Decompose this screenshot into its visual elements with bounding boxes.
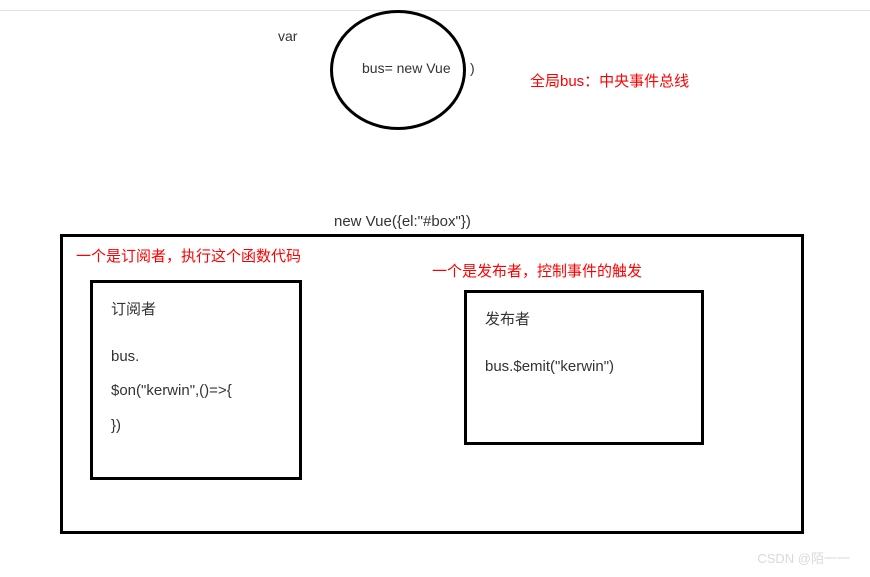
publisher-content: 发布者 bus.$emit("kerwin") — [467, 293, 701, 384]
watermark: CSDN @陌一一 — [757, 548, 850, 567]
bus-right-paren: ) — [470, 60, 475, 76]
subscriber-annotation: 一个是订阅者，执行这个函数代码 — [76, 245, 301, 266]
subscriber-title: 订阅者 — [111, 293, 281, 328]
bus-code: bus= new Vue — [362, 60, 451, 76]
publisher-annotation: 一个是发布者，控制事件的触发 — [432, 260, 642, 281]
subscriber-content: 订阅者 bus. $on("kerwin",()=>{ }) — [93, 283, 299, 443]
publisher-title: 发布者 — [485, 303, 683, 338]
subscriber-line1: bus. — [111, 348, 139, 365]
subscriber-line2: $on("kerwin",()=>{ — [111, 382, 232, 399]
subscriber-box: 订阅者 bus. $on("kerwin",()=>{ }) — [90, 280, 302, 480]
bus-annotation: 全局bus：中央事件总线 — [530, 70, 689, 91]
publisher-box: 发布者 bus.$emit("kerwin") — [464, 290, 704, 445]
publisher-line1: bus.$emit("kerwin") — [485, 358, 614, 375]
bus-declaration: var — [278, 28, 327, 44]
subscriber-line3: }) — [111, 417, 121, 434]
top-rule — [0, 10, 870, 11]
var-keyword: var — [278, 28, 297, 44]
container-label: new Vue({el:"#box"}) — [334, 213, 471, 230]
